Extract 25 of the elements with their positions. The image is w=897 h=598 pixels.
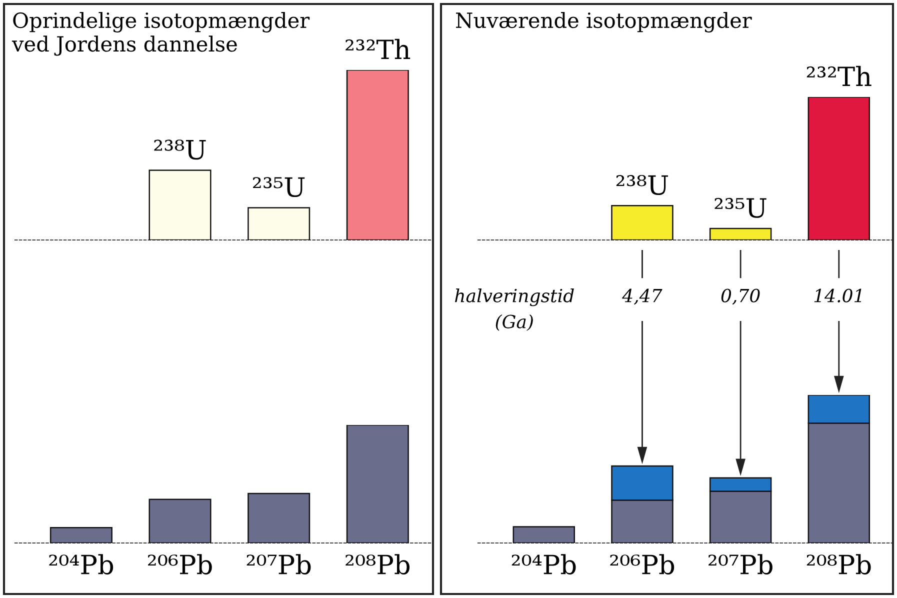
annotation: ²³⁸U [154, 140, 206, 160]
text: 4,47 [622, 288, 662, 305]
x-tick-label: ²⁰⁶Pb [148, 554, 212, 575]
bar [512, 526, 575, 543]
bar [50, 527, 112, 543]
annotation: ²³⁵U [253, 177, 305, 198]
text: 14.01 [814, 288, 862, 302]
x-tick-label: ²⁰⁴Pb [512, 554, 576, 575]
annotation: ²³²Th [806, 66, 872, 86]
x-tick-label: ²⁰⁷Pb [246, 554, 311, 575]
x-tick-label: ²⁰⁴Pb [49, 554, 114, 575]
text: halveringstid (Ga) [455, 288, 574, 331]
annotation: ²³²Th [346, 38, 410, 59]
chart-title: Nuværende isotopmængder [456, 12, 752, 32]
annotation: ²³⁵U [714, 198, 766, 218]
chart-title: Oprindelige isotopmængder ved Jordens dannelse [12, 12, 310, 56]
annotation: ²³⁸U [616, 175, 668, 196]
x-tick-label: ²⁰⁶Pb [610, 554, 674, 575]
text: 0,70 [721, 288, 760, 305]
x-tick-label: ²⁰⁸Pb [346, 554, 410, 575]
x-tick-label: ²⁰⁸Pb [806, 554, 871, 575]
x-tick-label: ²⁰⁷Pb [708, 554, 772, 575]
bar [248, 492, 310, 543]
bar [148, 498, 212, 543]
bar [346, 425, 409, 543]
